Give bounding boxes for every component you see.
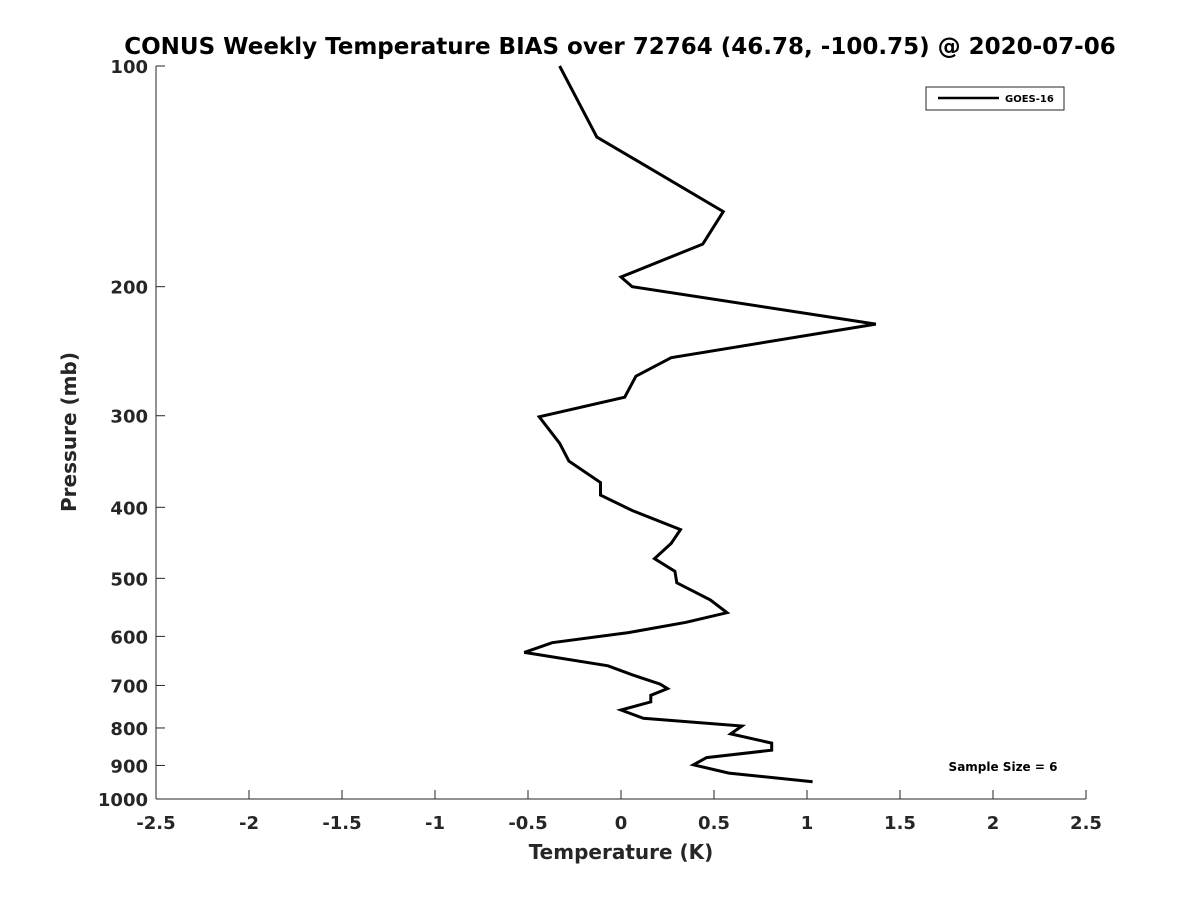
x-tick-label: -2 (239, 813, 259, 834)
y-tick-label: 800 (110, 719, 148, 740)
x-tick-label: 0 (615, 813, 628, 834)
y-tick-label: 500 (110, 569, 148, 590)
x-tick-label: -0.5 (508, 813, 547, 834)
x-tick-label: -1 (425, 813, 445, 834)
y-tick-label: 400 (110, 498, 148, 519)
legend-label-goes-16: GOES-16 (1005, 94, 1054, 105)
plot-area (155, 66, 1086, 800)
y-tick-label: 300 (110, 407, 148, 428)
x-tick-label: -2.5 (136, 813, 175, 834)
y-tick-label: 700 (110, 676, 148, 697)
y-tick-label: 600 (110, 627, 148, 648)
x-axis-label: Temperature (K) (529, 840, 714, 864)
y-tick-label: 200 (110, 278, 148, 299)
x-tick-label: -1.5 (322, 813, 361, 834)
y-tick-label: 1000 (98, 790, 148, 811)
x-tick-label: 0.5 (698, 813, 730, 834)
x-tick-label: 1 (801, 813, 814, 834)
chart-title: CONUS Weekly Temperature BIAS over 72764… (124, 34, 1115, 60)
x-tick-label: 2.5 (1070, 813, 1102, 834)
series-line-goes-16 (523, 65, 877, 784)
series-group (523, 65, 877, 784)
legend: GOES-16 (925, 86, 1065, 111)
x-tick-label: 2 (987, 813, 1000, 834)
x-tick-label: 1.5 (884, 813, 916, 834)
y-tick-label: 100 (110, 57, 148, 78)
y-tick-label: 900 (110, 756, 148, 777)
sample-size-annotation: Sample Size = 6 (949, 760, 1058, 774)
y-axis-ticks: 100 200 300 400 500 600 700 800 900 1000 (98, 57, 165, 811)
x-axis-ticks: -2.5 -2 -1.5 -1 -0.5 0 0.5 1 1.5 2 2.5 (136, 790, 1102, 834)
y-axis-label: Pressure (mb) (57, 352, 81, 512)
